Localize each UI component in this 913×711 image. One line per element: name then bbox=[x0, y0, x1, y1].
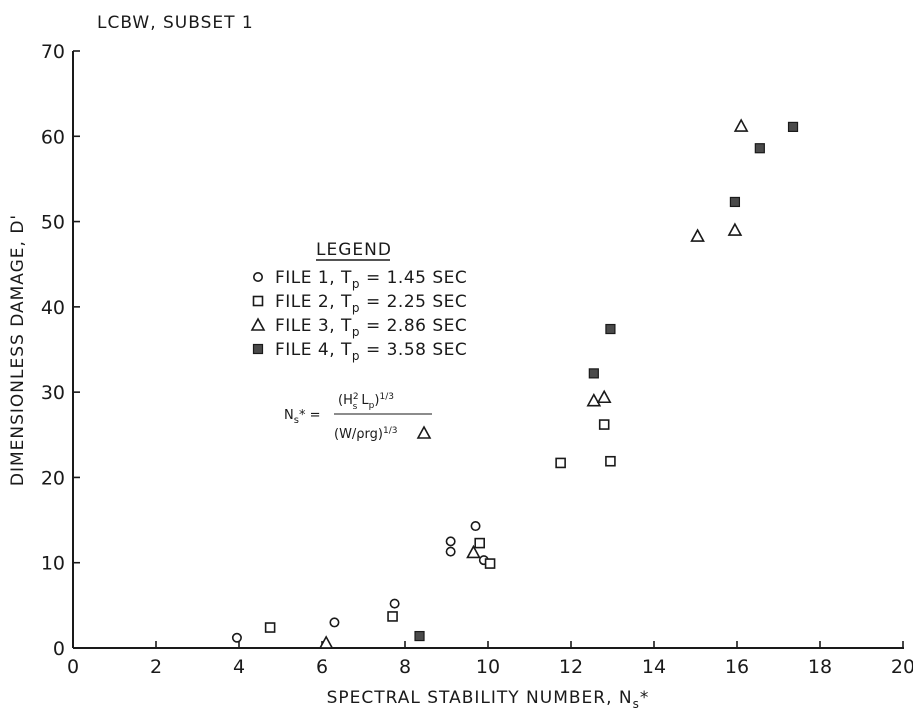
x-tick-label: 16 bbox=[725, 656, 749, 678]
legend-marker-file-2 bbox=[252, 295, 264, 307]
x-tick-label: 12 bbox=[559, 656, 583, 678]
y-tick-label: 70 bbox=[41, 41, 65, 63]
x-tick-label: 14 bbox=[642, 656, 666, 678]
data-point-file-1 bbox=[470, 521, 481, 532]
data-point-file-1 bbox=[231, 632, 242, 643]
data-point-file-4 bbox=[787, 121, 799, 133]
data-point-file-2 bbox=[598, 419, 610, 430]
data-point-file-4 bbox=[754, 143, 765, 154]
x-tick-label: 2 bbox=[150, 656, 162, 678]
y-tick-label: 40 bbox=[41, 297, 65, 319]
data-point-file-3 bbox=[727, 222, 743, 236]
data-point-file-3 bbox=[586, 393, 602, 407]
data-point-file-1 bbox=[445, 546, 456, 557]
y-tick-label: 0 bbox=[53, 638, 65, 660]
x-tick-label: 8 bbox=[399, 656, 411, 678]
x-tick-label: 10 bbox=[476, 656, 500, 678]
x-axis-label: SPECTRAL STABILITY NUMBER, Ns* bbox=[327, 688, 650, 711]
data-point-file-2 bbox=[264, 622, 276, 633]
data-point-file-2 bbox=[605, 455, 616, 467]
x-tick-label: 6 bbox=[316, 656, 328, 678]
y-tick-label: 20 bbox=[41, 467, 65, 489]
data-point-file-3 bbox=[318, 635, 334, 649]
y-tick-label: 30 bbox=[41, 382, 65, 404]
data-point-file-4 bbox=[588, 368, 599, 379]
formula-triangle-marker bbox=[416, 425, 432, 439]
legend-label-file-3: FILE 3, Tp = 2.86 SEC bbox=[275, 316, 467, 339]
data-point-file-1 bbox=[445, 536, 456, 547]
data-point-file-1 bbox=[389, 598, 400, 609]
data-point-file-3 bbox=[690, 228, 705, 242]
legend-label-file-2: FILE 2, Tp = 2.25 SEC bbox=[275, 292, 467, 315]
stability-formula: Ns* = (H2 s Lp)1/3 (W/ρrg)1/3 bbox=[284, 392, 432, 442]
data-point-file-2 bbox=[474, 537, 486, 549]
x-tick-label: 4 bbox=[233, 656, 245, 678]
x-ticks: 0 2 4 6 8 10 12 14 16 18 20 bbox=[67, 641, 913, 678]
data-point-file-4 bbox=[414, 630, 425, 642]
y-ticks: 0 10 20 30 40 50 60 70 bbox=[41, 41, 80, 660]
formula-numerator: (H2 s Lp)1/3 bbox=[338, 392, 394, 412]
legend-marker-file-4 bbox=[252, 343, 264, 355]
data-point-file-3 bbox=[733, 118, 749, 132]
legend-label-file-4: FILE 4, Tp = 3.58 SEC bbox=[275, 340, 467, 363]
data-point-file-2 bbox=[387, 611, 398, 622]
x-axis-label-sub: s bbox=[633, 697, 640, 711]
y-axis-label: DIMENSIONLESS DAMAGE, D' bbox=[8, 214, 28, 486]
data-point-file-3 bbox=[466, 544, 481, 559]
legend-marker-file-1 bbox=[253, 271, 264, 282]
data-point-file-2 bbox=[484, 558, 496, 569]
data-points bbox=[231, 118, 799, 649]
data-point-file-3 bbox=[596, 389, 612, 404]
data-point-file-2 bbox=[555, 457, 566, 469]
y-tick-label: 60 bbox=[41, 126, 65, 148]
formula-lhs: Ns* = bbox=[284, 408, 320, 426]
x-tick-label: 18 bbox=[808, 656, 832, 678]
chart-title: LCBW, SUBSET 1 bbox=[97, 13, 254, 33]
legend-title: LEGEND bbox=[316, 240, 392, 260]
y-tick-label: 50 bbox=[41, 212, 65, 234]
legend-marker-file-3 bbox=[250, 317, 266, 331]
x-tick-label: 0 bbox=[67, 656, 79, 678]
data-point-file-4 bbox=[605, 323, 616, 335]
data-point-file-4 bbox=[729, 196, 741, 208]
y-tick-label: 10 bbox=[41, 553, 65, 575]
data-point-file-1 bbox=[329, 617, 340, 628]
x-tick-label: 20 bbox=[891, 656, 913, 678]
legend-label-file-1: FILE 1, Tp = 1.45 SEC bbox=[275, 268, 467, 291]
formula-denominator: (W/ρrg)1/3 bbox=[334, 426, 397, 442]
